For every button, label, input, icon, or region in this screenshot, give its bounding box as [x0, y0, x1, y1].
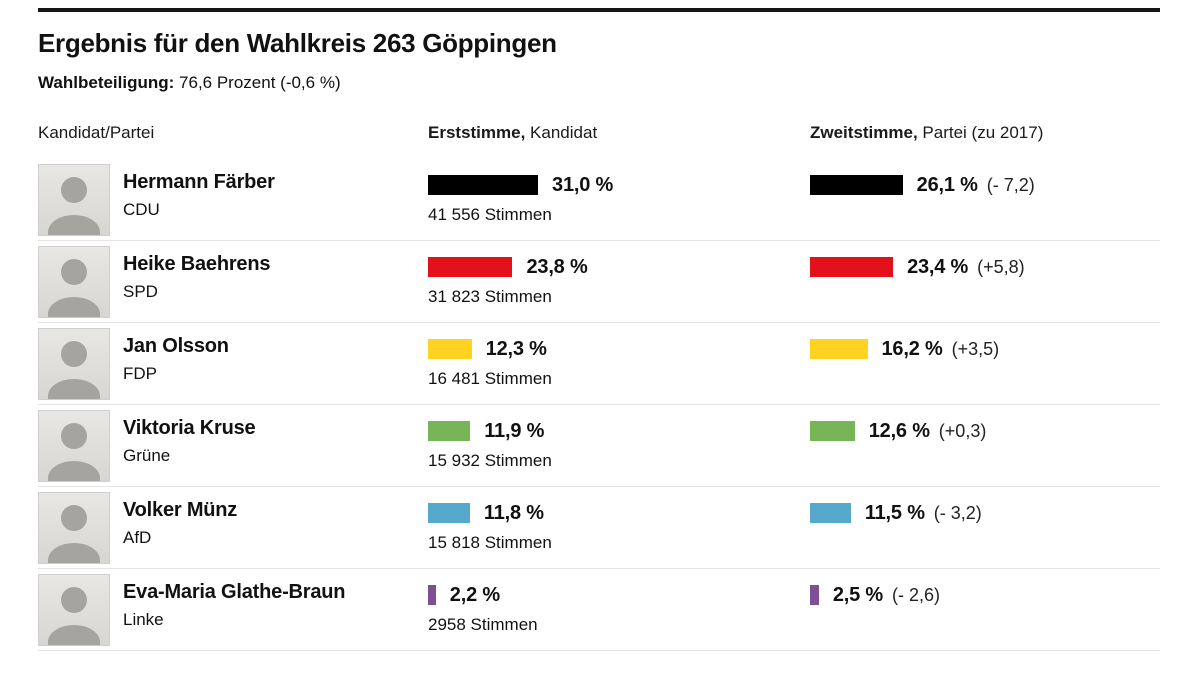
- page-title: Ergebnis für den Wahlkreis 263 Göppingen: [38, 28, 557, 58]
- candidate-photo: [38, 574, 110, 646]
- zweitstimme-cell: 11,5 % (- 3,2): [810, 492, 1160, 524]
- zweitstimme-percent: 16,2 %: [881, 337, 943, 360]
- zweitstimme-change: (- 7,2): [986, 174, 1035, 195]
- candidate-name: Heike Baehrens: [123, 253, 271, 275]
- candidate-party: Grüne: [123, 446, 171, 465]
- candidate-party: FDP: [123, 364, 157, 383]
- results-table: Hermann Färber CDU 31,0 % 41 556 Stimmen…: [38, 159, 1160, 651]
- candidate-party: SPD: [123, 282, 158, 301]
- zweitstimme-percent: 11,5 %: [864, 501, 925, 524]
- erststimme-cell: 12,3 % 16 481 Stimmen: [428, 328, 810, 389]
- erststimme-percent: 31,0 %: [552, 173, 614, 196]
- erststimme-percent: 11,9 %: [484, 419, 545, 442]
- erststimme-cell: 11,8 % 15 818 Stimmen: [428, 492, 810, 553]
- col-header-kandidat: Kandidat/Partei: [38, 123, 155, 142]
- erststimme-cell: 2,2 % 2958 Stimmen: [428, 574, 810, 635]
- turnout-value: 76,6 Prozent (-0,6 %): [174, 73, 341, 92]
- table-row: Eva-Maria Glathe-Braun Linke 2,2 % 2958 …: [38, 569, 1160, 651]
- zweitstimme-cell: 16,2 % (+3,5): [810, 328, 1160, 360]
- erststimme-votes: 41 556 Stimmen: [428, 205, 552, 224]
- candidate-photo: [38, 164, 110, 236]
- candidate-photo: [38, 492, 110, 564]
- zweitstimme-percent: 12,6 %: [868, 419, 930, 442]
- column-headers: Kandidat/Partei Erststimme, Kandidat Zwe…: [38, 123, 1160, 143]
- candidate-photo: [38, 246, 110, 318]
- erststimme-bar: [428, 257, 513, 277]
- erststimme-votes: 15 932 Stimmen: [428, 451, 552, 470]
- zweitstimme-cell: 26,1 % (- 7,2): [810, 164, 1160, 196]
- zweitstimme-bar: [810, 421, 855, 441]
- candidate-name: Jan Olsson: [123, 335, 229, 357]
- erststimme-percent: 2,2 %: [449, 583, 500, 606]
- zweitstimme-bar: [810, 175, 903, 195]
- candidate-party: CDU: [123, 200, 160, 219]
- erststimme-bar: [428, 421, 471, 441]
- erststimme-cell: 23,8 % 31 823 Stimmen: [428, 246, 810, 307]
- zweitstimme-bar: [810, 585, 819, 605]
- erststimme-votes: 31 823 Stimmen: [428, 287, 552, 306]
- erststimme-percent: 11,8 %: [483, 501, 544, 524]
- candidate-name: Volker Münz: [123, 499, 238, 521]
- table-row: Viktoria Kruse Grüne 11,9 % 15 932 Stimm…: [38, 405, 1160, 487]
- erststimme-bar: [428, 175, 539, 195]
- erststimme-percent: 12,3 %: [485, 337, 547, 360]
- zweitstimme-change: (- 2,6): [892, 584, 941, 605]
- turnout-label: Wahlbeteiligung:: [38, 73, 175, 92]
- table-row: Hermann Färber CDU 31,0 % 41 556 Stimmen…: [38, 159, 1160, 241]
- erststimme-bar: [428, 339, 472, 359]
- erststimme-votes: 16 481 Stimmen: [428, 369, 552, 388]
- candidate-name: Hermann Färber: [123, 171, 275, 193]
- top-rule: [38, 8, 1160, 12]
- zweitstimme-percent: 2,5 %: [832, 583, 884, 606]
- table-row: Heike Baehrens SPD 23,8 % 31 823 Stimmen…: [38, 241, 1160, 323]
- erststimme-bar: [428, 585, 436, 605]
- table-row: Volker Münz AfD 11,8 % 15 818 Stimmen 11…: [38, 487, 1160, 569]
- zweitstimme-cell: 2,5 % (- 2,6): [810, 574, 1160, 606]
- erststimme-votes: 15 818 Stimmen: [428, 533, 552, 552]
- candidate-name: Viktoria Kruse: [123, 417, 256, 439]
- erststimme-cell: 31,0 % 41 556 Stimmen: [428, 164, 810, 225]
- candidate-name: Eva-Maria Glathe-Braun: [123, 581, 346, 603]
- zweitstimme-change: (+0,3): [938, 420, 987, 441]
- col-header-erststimme: Erststimme, Kandidat: [428, 123, 598, 142]
- candidate-photo: [38, 410, 110, 482]
- erststimme-bar: [428, 503, 470, 523]
- turnout-line: Wahlbeteiligung: 76,6 Prozent (-0,6 %): [38, 73, 1160, 93]
- erststimme-percent: 23,8 %: [526, 255, 588, 278]
- table-row: Jan Olsson FDP 12,3 % 16 481 Stimmen 16,…: [38, 323, 1160, 405]
- candidate-photo: [38, 328, 110, 400]
- col-header-zweitstimme: Zweitstimme, Partei (zu 2017): [810, 123, 1044, 142]
- zweitstimme-bar: [810, 339, 868, 359]
- zweitstimme-change: (+5,8): [977, 256, 1025, 277]
- zweitstimme-percent: 26,1 %: [916, 173, 978, 196]
- erststimme-votes: 2958 Stimmen: [428, 615, 538, 634]
- zweitstimme-cell: 12,6 % (+0,3): [810, 410, 1160, 442]
- zweitstimme-cell: 23,4 % (+5,8): [810, 246, 1160, 278]
- zweitstimme-change: (+3,5): [951, 338, 1000, 359]
- erststimme-cell: 11,9 % 15 932 Stimmen: [428, 410, 810, 471]
- zweitstimme-bar: [810, 503, 851, 523]
- candidate-party: AfD: [123, 528, 152, 547]
- candidate-party: Linke: [123, 610, 164, 629]
- zweitstimme-percent: 23,4 %: [907, 255, 969, 278]
- zweitstimme-change: (- 3,2): [933, 502, 982, 523]
- zweitstimme-bar: [810, 257, 894, 277]
